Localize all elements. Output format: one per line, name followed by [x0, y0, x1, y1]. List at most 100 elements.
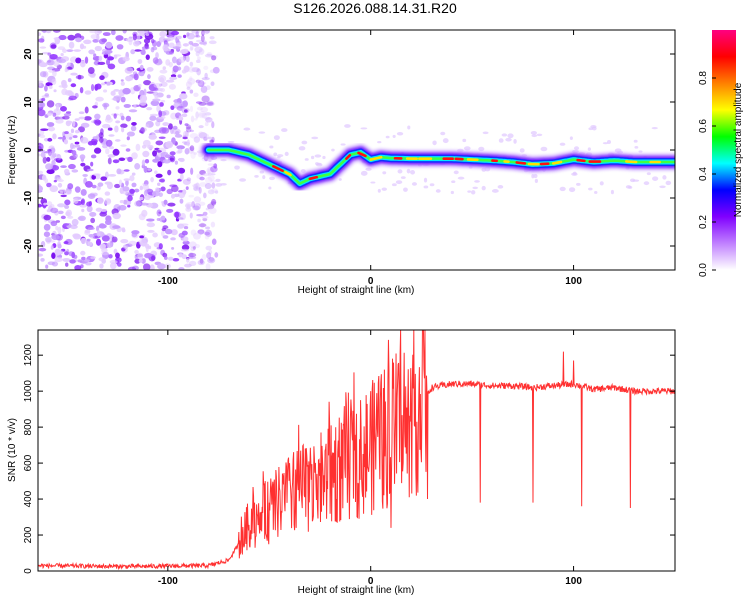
noise-speck: [112, 159, 120, 164]
noise-speck: [141, 209, 148, 217]
noise-speck: [470, 190, 476, 195]
noise-speck: [196, 68, 201, 76]
noise-speck: [68, 41, 75, 49]
noise-speck: [188, 256, 197, 260]
noise-speck: [269, 145, 274, 149]
noise-speck: [143, 189, 148, 197]
noise-speck: [157, 161, 163, 168]
noise-speck: [45, 163, 53, 170]
noise-speck: [102, 32, 111, 37]
noise-speck: [58, 35, 67, 41]
y-tick-label: 400: [23, 490, 34, 507]
noise-speck: [74, 144, 81, 148]
noise-speck: [573, 146, 580, 151]
noise-speck: [70, 128, 75, 134]
noise-speck: [66, 49, 73, 52]
noise-speck: [410, 170, 416, 175]
noise-speck: [190, 167, 194, 175]
noise-speck: [179, 93, 188, 100]
noise-speck: [135, 143, 141, 152]
ridge-peak: [272, 165, 284, 173]
noise-speck: [211, 238, 217, 245]
noise-speck: [189, 105, 194, 113]
noise-speck: [201, 30, 205, 36]
noise-speck: [207, 203, 215, 210]
noise-speck: [209, 69, 216, 74]
noise-speck: [88, 49, 95, 55]
noise-speck: [79, 203, 88, 208]
noise-speck: [151, 190, 161, 197]
noise-speck: [114, 139, 121, 142]
noise-speck: [87, 66, 95, 75]
spectrogram-y-ticks: -20 -10 0 10 20: [23, 48, 675, 253]
noise-speck: [169, 157, 174, 161]
noise-speck: [205, 229, 212, 238]
noise-speck: [71, 150, 77, 156]
snr-frame: [37, 329, 676, 572]
noise-speck: [207, 163, 214, 166]
ridge-peak: [515, 161, 527, 165]
noise-speck: [129, 175, 135, 182]
noise-speck: [82, 45, 87, 49]
snr-x-label: Height of straight line (km): [298, 585, 415, 596]
noise-speck: [50, 207, 59, 214]
noise-speck: [209, 36, 215, 40]
noise-speck: [450, 190, 454, 195]
noise-speck: [193, 152, 198, 155]
noise-speck: [210, 221, 216, 228]
noise-speck: [101, 51, 109, 55]
colorbar-scale: [712, 30, 736, 270]
noise-speck: [183, 65, 190, 73]
noise-speck: [102, 144, 108, 149]
noise-speck: [201, 31, 209, 35]
noise-speck: [196, 213, 204, 217]
noise-speck: [74, 141, 80, 145]
noise-speck: [84, 56, 89, 64]
noise-speck: [481, 185, 486, 191]
noise-speck: [474, 180, 480, 183]
noise-speck: [207, 136, 213, 140]
noise-speck: [89, 211, 97, 217]
noise-speck: [259, 170, 265, 174]
noise-speck: [39, 134, 46, 139]
noise-speck: [162, 122, 170, 127]
noise-speck: [74, 186, 81, 193]
noise-speck: [193, 136, 201, 143]
noise-speck: [205, 263, 211, 270]
noise-speck: [167, 256, 174, 261]
noise-speck: [99, 208, 108, 212]
noise-speck: [127, 195, 133, 202]
noise-speck: [104, 117, 113, 123]
noise-speck: [68, 163, 76, 170]
colorbar-tick-label: 0.4: [698, 167, 709, 181]
noise-speck: [166, 94, 171, 99]
noise-speck: [38, 153, 42, 157]
noise-speck: [107, 154, 116, 158]
colorbar-label: Normalized spectral amplitude: [733, 82, 744, 217]
noise-speck: [638, 150, 643, 153]
noise-speck: [172, 257, 180, 262]
noise-speck: [71, 92, 75, 96]
noise-speck: [41, 97, 46, 102]
noise-speck: [118, 204, 127, 211]
noise-speck: [70, 72, 78, 76]
noise-speck: [185, 126, 192, 133]
noise-speck: [112, 212, 121, 220]
noise-speck: [156, 209, 162, 217]
noise-speck: [195, 31, 199, 38]
noise-speck: [198, 186, 202, 194]
noise-speck: [46, 157, 51, 162]
noise-speck: [199, 176, 205, 181]
noise-speck: [52, 112, 57, 117]
noise-speck: [123, 169, 130, 172]
noise-speck: [98, 55, 103, 62]
noise-speck: [146, 66, 154, 72]
noise-speck: [145, 124, 150, 128]
noise-speck: [155, 52, 159, 59]
noise-speck: [64, 251, 69, 256]
noise-speck: [188, 252, 197, 258]
noise-speck: [540, 146, 548, 152]
ridge-peak: [308, 175, 319, 181]
noise-speck: [40, 258, 45, 262]
noise-speck: [159, 69, 168, 74]
